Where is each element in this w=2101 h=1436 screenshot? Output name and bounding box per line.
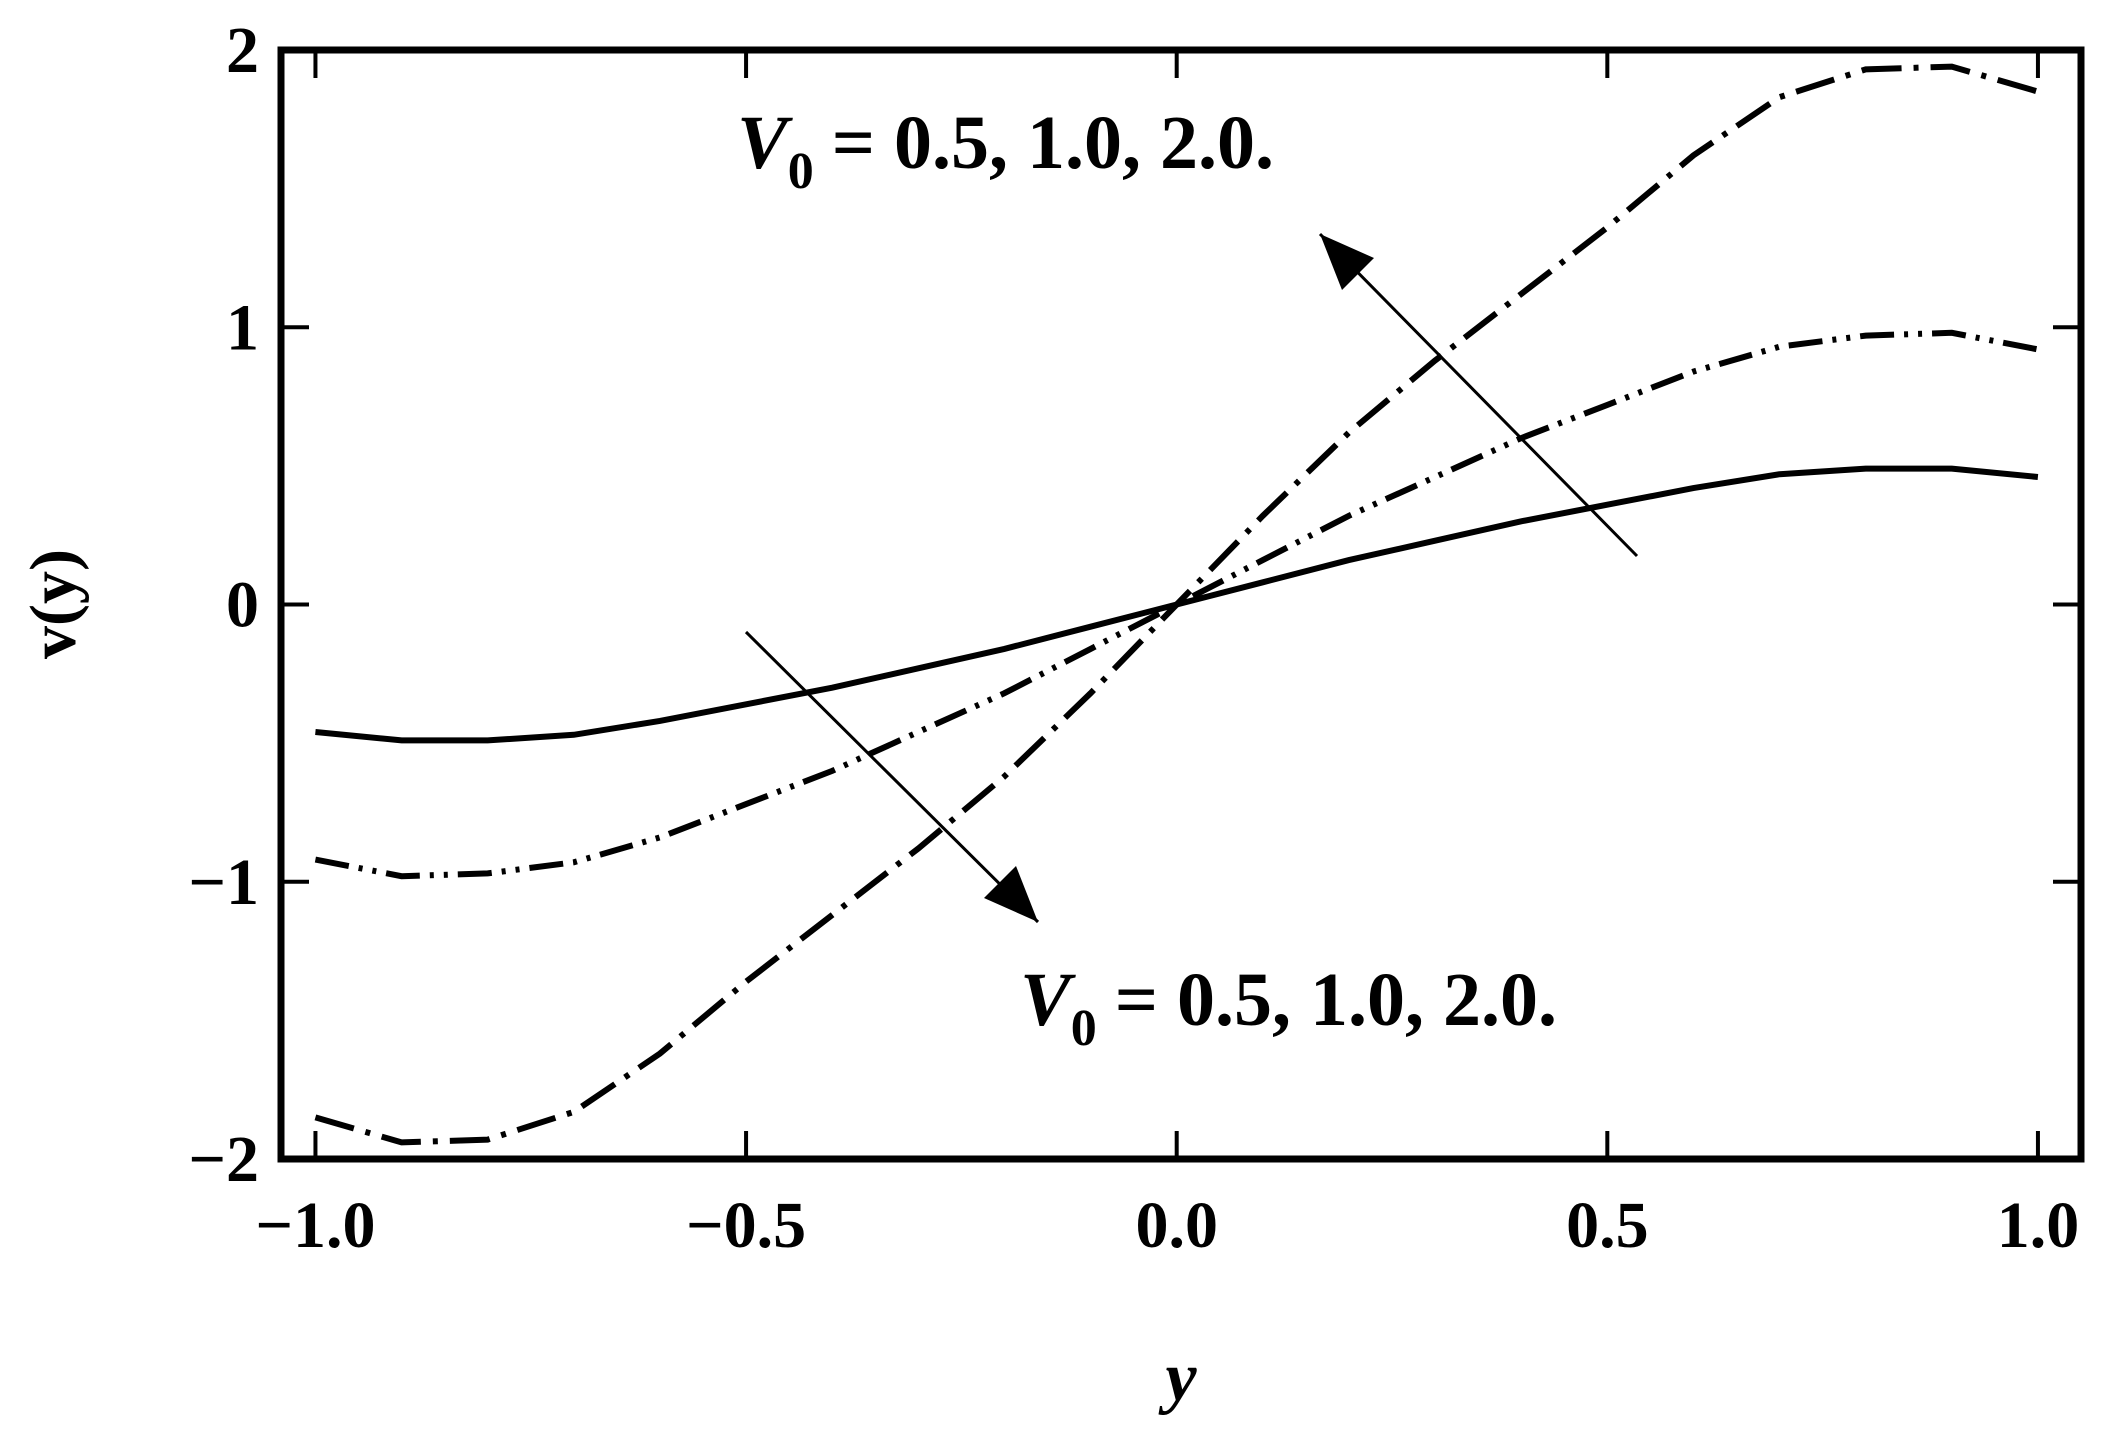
y-axis-label: v(y) bbox=[17, 549, 90, 659]
y-tick-label: 0 bbox=[226, 569, 259, 642]
x-axis-label: y bbox=[1158, 1339, 1197, 1416]
x-tick-label: 0.0 bbox=[1135, 1189, 1218, 1262]
plot-area bbox=[314, 63, 2039, 1146]
annotation-subscript: 0 bbox=[1071, 1000, 1097, 1057]
x-tick-label: 0.5 bbox=[1566, 1189, 1649, 1262]
annotation-subscript: 0 bbox=[788, 143, 814, 200]
series-line bbox=[314, 329, 2039, 880]
x-tick-label: −1.0 bbox=[255, 1189, 375, 1262]
y-tick-label: 2 bbox=[226, 14, 259, 87]
arrow bbox=[1318, 232, 1639, 558]
arrowhead bbox=[1320, 234, 1374, 290]
annotation-symbol: V bbox=[737, 101, 793, 185]
annotation-text: = 0.5, 1.0, 2.0. bbox=[832, 101, 1274, 185]
annotation: V0 = 0.5, 1.0, 2.0. bbox=[737, 101, 1274, 200]
x-tick-label: −0.5 bbox=[686, 1189, 806, 1262]
annotation-symbol: V bbox=[1020, 958, 1076, 1042]
arrow bbox=[744, 630, 1040, 924]
series-line bbox=[314, 63, 2039, 1146]
y-tick-label: −2 bbox=[188, 1123, 259, 1196]
y-tick-label: −1 bbox=[188, 846, 259, 919]
annotation-text: = 0.5, 1.0, 2.0. bbox=[1115, 958, 1557, 1042]
y-tick-label: 1 bbox=[226, 291, 259, 364]
annotation: V0 = 0.5, 1.0, 2.0. bbox=[1020, 958, 1557, 1057]
arrowhead bbox=[984, 866, 1038, 922]
x-tick-label: 1.0 bbox=[1997, 1189, 2080, 1262]
